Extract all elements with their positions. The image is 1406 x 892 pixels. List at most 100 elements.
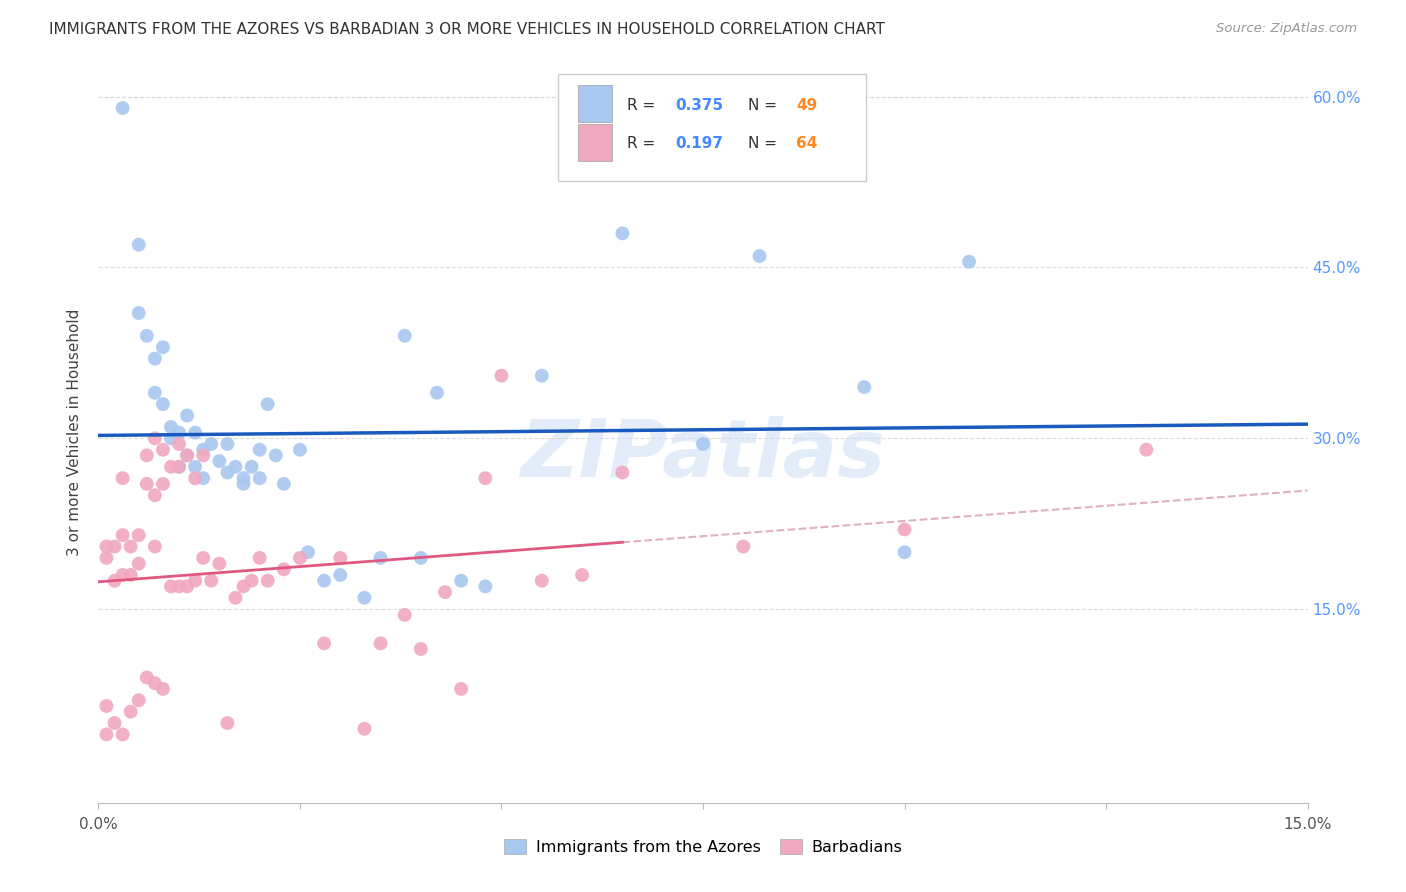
Point bbox=[224, 459, 246, 474]
Point bbox=[434, 585, 457, 599]
Text: 49: 49 bbox=[796, 98, 817, 113]
Point bbox=[217, 437, 239, 451]
Point bbox=[120, 705, 142, 719]
Text: N =: N = bbox=[748, 136, 782, 152]
Point bbox=[152, 442, 174, 457]
Point bbox=[96, 550, 118, 565]
Point bbox=[111, 528, 134, 542]
Point bbox=[128, 306, 150, 320]
Point bbox=[370, 636, 392, 650]
Point bbox=[193, 471, 215, 485]
Legend: Immigrants from the Azores, Barbadians: Immigrants from the Azores, Barbadians bbox=[498, 832, 908, 862]
Point bbox=[193, 442, 215, 457]
Point bbox=[450, 574, 472, 588]
Point bbox=[249, 442, 271, 457]
Point bbox=[329, 550, 352, 565]
Point bbox=[249, 471, 271, 485]
Text: 0.375: 0.375 bbox=[675, 98, 723, 113]
Point bbox=[217, 466, 239, 480]
Text: IMMIGRANTS FROM THE AZORES VS BARBADIAN 3 OR MORE VEHICLES IN HOUSEHOLD CORRELAT: IMMIGRANTS FROM THE AZORES VS BARBADIAN … bbox=[49, 22, 886, 37]
Point bbox=[288, 550, 311, 565]
Point bbox=[160, 420, 183, 434]
Point bbox=[426, 385, 449, 400]
Point bbox=[297, 545, 319, 559]
Bar bbox=[578, 124, 613, 161]
Point bbox=[256, 397, 278, 411]
Point bbox=[217, 716, 239, 731]
Point bbox=[184, 574, 207, 588]
Point bbox=[1135, 442, 1157, 457]
Point bbox=[176, 409, 198, 423]
Point bbox=[394, 607, 416, 622]
Point bbox=[167, 437, 190, 451]
Point bbox=[103, 540, 125, 554]
Point bbox=[571, 568, 593, 582]
Point bbox=[200, 437, 222, 451]
Point bbox=[193, 550, 215, 565]
Point bbox=[530, 574, 553, 588]
Point bbox=[176, 579, 198, 593]
Point bbox=[176, 449, 198, 463]
Text: 0.197: 0.197 bbox=[675, 136, 723, 152]
Point bbox=[748, 249, 770, 263]
Point bbox=[232, 471, 254, 485]
Point bbox=[232, 476, 254, 491]
Point bbox=[692, 437, 714, 451]
Point bbox=[612, 466, 634, 480]
Point bbox=[394, 328, 416, 343]
Point bbox=[240, 574, 263, 588]
Point bbox=[314, 574, 336, 588]
Point bbox=[314, 636, 336, 650]
Point bbox=[273, 476, 295, 491]
Point bbox=[370, 550, 392, 565]
Point bbox=[167, 459, 190, 474]
Point bbox=[167, 579, 190, 593]
Point bbox=[893, 545, 915, 559]
Point bbox=[176, 449, 198, 463]
Point bbox=[128, 557, 150, 571]
Point bbox=[224, 591, 246, 605]
Point bbox=[733, 540, 755, 554]
Point bbox=[249, 550, 271, 565]
Point bbox=[184, 471, 207, 485]
Point bbox=[135, 671, 157, 685]
Point bbox=[256, 574, 278, 588]
Point bbox=[135, 328, 157, 343]
Point bbox=[184, 425, 207, 440]
Point bbox=[450, 681, 472, 696]
Point bbox=[152, 397, 174, 411]
Point bbox=[853, 380, 876, 394]
Point bbox=[474, 471, 496, 485]
Point bbox=[120, 540, 142, 554]
Text: Source: ZipAtlas.com: Source: ZipAtlas.com bbox=[1216, 22, 1357, 36]
Point bbox=[120, 568, 142, 582]
Point bbox=[111, 727, 134, 741]
Point bbox=[96, 540, 118, 554]
Point bbox=[240, 459, 263, 474]
Point bbox=[111, 471, 134, 485]
Point bbox=[264, 449, 287, 463]
Bar bbox=[578, 86, 613, 122]
Point bbox=[893, 523, 915, 537]
Point bbox=[474, 579, 496, 593]
Text: N =: N = bbox=[748, 98, 782, 113]
Point bbox=[128, 528, 150, 542]
Point bbox=[152, 476, 174, 491]
Point bbox=[193, 449, 215, 463]
Point bbox=[160, 459, 183, 474]
FancyBboxPatch shape bbox=[558, 73, 866, 181]
Point bbox=[152, 340, 174, 354]
Point bbox=[957, 254, 980, 268]
Point bbox=[152, 681, 174, 696]
Point bbox=[167, 459, 190, 474]
Point bbox=[143, 431, 166, 445]
Text: R =: R = bbox=[627, 98, 659, 113]
Point bbox=[491, 368, 513, 383]
Text: R =: R = bbox=[627, 136, 659, 152]
Point bbox=[143, 676, 166, 690]
Point bbox=[232, 579, 254, 593]
Point bbox=[128, 237, 150, 252]
Text: 64: 64 bbox=[796, 136, 817, 152]
Point bbox=[160, 431, 183, 445]
Point bbox=[160, 579, 183, 593]
